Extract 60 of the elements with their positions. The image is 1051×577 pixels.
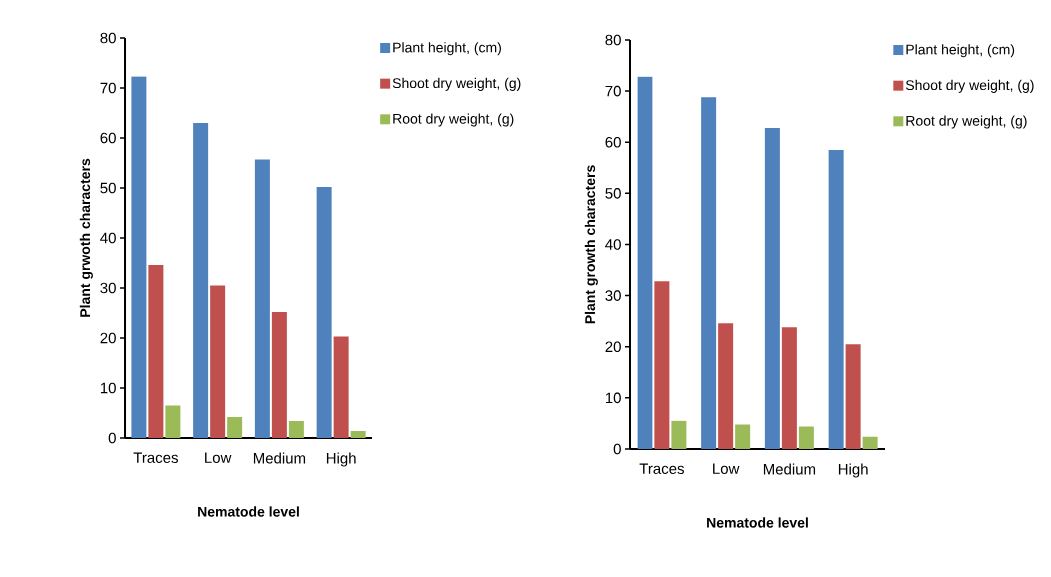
- y-tick-label: 80: [100, 32, 116, 44]
- y-tick-label: 40: [100, 232, 116, 244]
- bar: [701, 97, 717, 449]
- y-tick-label: 60: [605, 136, 621, 148]
- bar: [193, 122, 209, 438]
- x-tick-label: Traces: [133, 452, 178, 463]
- legend-label: Root dry weight, (g): [393, 113, 514, 127]
- x-axis-title: Nematode level: [707, 517, 808, 528]
- y-tick-label: 80: [605, 34, 621, 46]
- x-axis-title: Nematode level: [198, 506, 299, 517]
- y-tick-label: 70: [605, 85, 621, 97]
- bar: [165, 405, 181, 438]
- bar: [131, 76, 147, 438]
- x-tick-label: Traces: [639, 463, 684, 474]
- bar: [316, 186, 332, 438]
- y-tick-label: 10: [605, 392, 621, 404]
- y-axis-title: Plant grwoth characters: [79, 158, 93, 317]
- bar: [288, 420, 304, 438]
- legend-label: Root dry weight, (g): [906, 115, 1027, 129]
- y-tick-label: 70: [100, 82, 116, 94]
- bar: [798, 426, 814, 449]
- y-tick-label: 10: [100, 382, 116, 394]
- bar: [148, 264, 164, 438]
- bar: [718, 323, 734, 449]
- y-tick-label: 50: [100, 182, 116, 194]
- y-tick-label: 0: [108, 432, 116, 444]
- y-tick-label: 0: [613, 443, 621, 455]
- legend-label: Shoot dry weight, (g): [905, 79, 1034, 93]
- y-tick-label: 30: [100, 282, 116, 294]
- x-tick-label: Low: [205, 452, 232, 463]
- bar: [254, 159, 270, 438]
- bar: [828, 149, 844, 449]
- y-tick-label: 30: [605, 290, 621, 301]
- bar: [781, 327, 797, 449]
- y-axis-title: Plant growth characters: [584, 165, 598, 324]
- y-tick-label: 40: [605, 239, 621, 250]
- y-tick-label: 20: [605, 341, 621, 353]
- y-tick-label: 20: [100, 332, 116, 344]
- legend-label: Plant height, (cm): [906, 44, 1015, 58]
- bar: [862, 436, 878, 449]
- bar: [637, 76, 653, 449]
- bar: [271, 311, 287, 438]
- bar: [654, 281, 670, 449]
- bar: [333, 336, 349, 438]
- x-tick-label: High: [838, 463, 868, 478]
- bar: [735, 424, 751, 449]
- x-tick-label: Low: [713, 463, 740, 474]
- bar: [671, 420, 687, 449]
- bar: [210, 285, 226, 438]
- legend-label: Shoot dry weight, (g): [392, 77, 521, 91]
- legend-label: Plant height, (cm): [393, 42, 501, 56]
- x-tick-label: Medium: [763, 463, 816, 475]
- bar: [764, 127, 780, 449]
- x-tick-label: High: [326, 452, 356, 467]
- bar: [845, 344, 861, 449]
- y-tick-label: 60: [100, 132, 116, 144]
- x-tick-label: Medium: [253, 452, 306, 464]
- y-tick-label: 50: [605, 188, 621, 199]
- bar: [227, 416, 243, 438]
- bar: [350, 430, 366, 438]
